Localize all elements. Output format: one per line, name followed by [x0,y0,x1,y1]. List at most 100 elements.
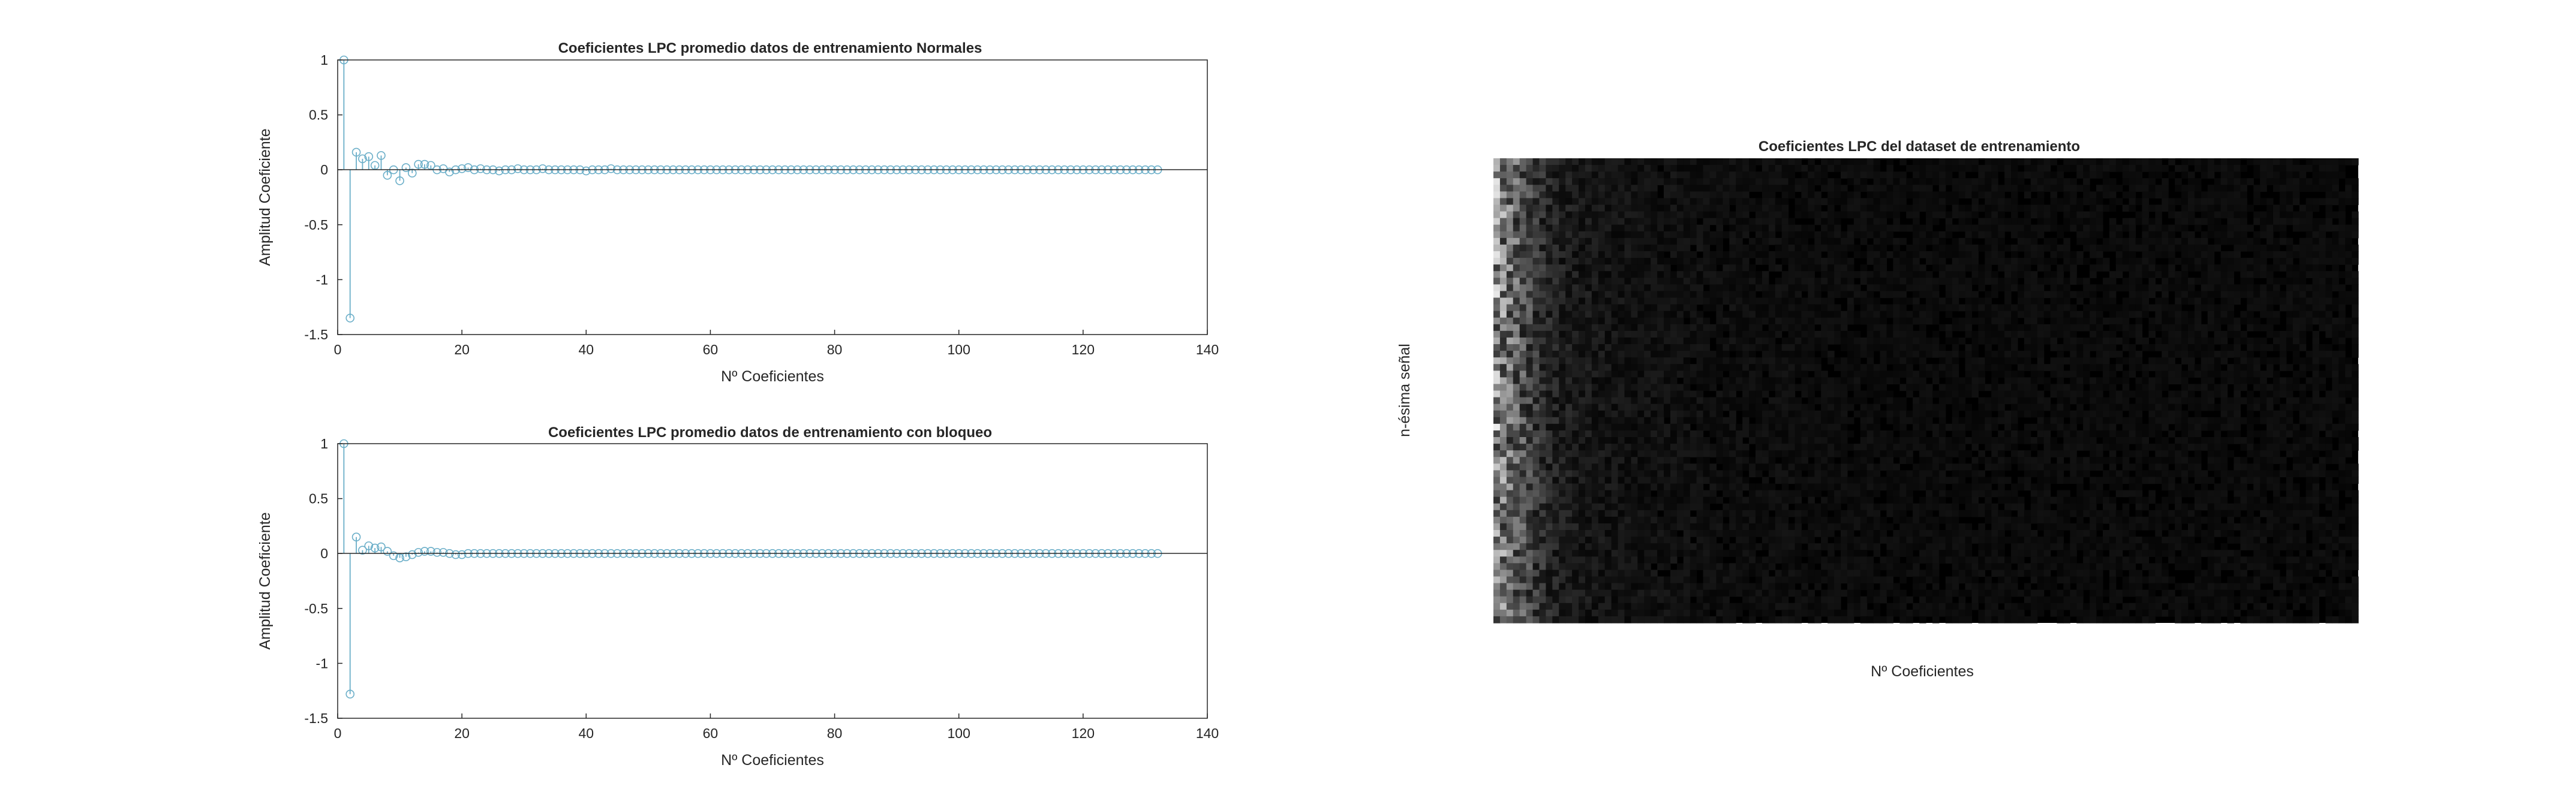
heatmap-cell [1591,244,1599,252]
heatmap-cell [2037,297,2045,305]
heatmap-cell [2240,264,2247,272]
heatmap-cell [1670,397,1678,405]
heatmap-cell [2253,258,2261,265]
heatmap-cell [1749,371,1756,378]
heatmap-cell [1775,178,1783,185]
heatmap-cell [2325,244,2332,252]
heatmap-cell [1938,211,1946,219]
stem-marker [389,551,398,561]
heatmap-cell [1749,403,1756,411]
heatmap-cell [1958,337,1966,345]
heatmap-cell [2319,377,2326,385]
heatmap-cell [2115,198,2123,206]
heatmap-cell [1624,291,1631,299]
heatmap-cell [1801,317,1808,325]
heatmap-cell [1532,218,1540,225]
heatmap-cell [1618,178,1625,185]
heatmap-cell [1703,258,1711,265]
heatmap-cell [2155,165,2162,172]
heatmap-cell [2057,244,2064,252]
heatmap-cell [2240,198,2247,206]
heatmap-cell [1559,371,1566,378]
heatmap-cell [1513,211,1520,219]
heatmap-cell [1579,403,1586,411]
heatmap-cell [1886,185,1893,192]
heatmap-cell [2155,204,2162,212]
heatmap-cell [1991,397,1998,405]
heatmap-cell [2076,171,2084,179]
heatmap-cell [1637,178,1645,185]
heatmap-cell [1893,403,1900,411]
heatmap-cell [1565,364,1573,371]
heatmap-cell [2247,244,2254,252]
heatmap-cell [1546,351,1553,358]
heatmap-cell [2292,291,2300,299]
heatmap-cell [1762,291,1769,299]
heatmap-cell [2090,291,2097,299]
stem-marker [358,546,367,555]
heatmap-cell [1998,324,2005,332]
heatmap-cell [1775,158,1783,165]
heatmap-cell [2253,244,2261,252]
heatmap-cell [1880,224,1887,232]
heatmap-cell [2325,304,2332,312]
heatmap-cells [1493,158,2359,624]
heatmap-cell [1926,237,1933,245]
heatmap-cell [2030,317,2038,325]
heatmap-cell [1506,244,1514,252]
heatmap-cell [1827,165,1835,172]
heatmap-cell [2115,364,2123,371]
heatmap-cell [2201,330,2208,338]
heatmap-cell [2017,297,2025,305]
heatmap-cell [1624,397,1631,405]
heatmap-cell [1676,211,1684,219]
heatmap-cell [1664,357,1671,365]
heatmap-cell [2338,204,2346,212]
heatmap-cell [1913,337,1920,345]
heatmap-cell [1690,185,1697,192]
heatmap-cell [2345,264,2352,272]
heatmap-cell [2194,344,2202,351]
heatmap-cell [2306,271,2313,278]
heatmap-cell [1664,278,1671,285]
heatmap-cell [1729,284,1736,292]
stem-marker [345,689,355,698]
heatmap-cell [1886,311,1893,318]
heatmap-cell [1801,278,1808,285]
heatmap-cell [2201,397,2208,405]
heatmap-cell [1565,337,1573,345]
heatmap-cell [2129,311,2136,318]
heatmap-cell [2162,377,2169,385]
heatmap-cell [2142,337,2150,345]
heatmap-cell [1985,317,1992,325]
heatmap-cell [1952,258,1959,265]
heatmap-cell [1657,258,1664,265]
heatmap-cell [1932,278,1940,285]
heatmap-cell [1552,304,1559,312]
heatmap-cell [1519,304,1527,312]
heatmap-cell [2234,251,2241,258]
heatmap-cell [2030,171,2038,179]
heatmap-cell [1866,284,1874,292]
heatmap-cell [1991,231,1998,239]
heatmap-cell [1519,403,1527,411]
heatmap-cell [1742,198,1750,206]
heatmap-cell [2273,344,2280,351]
heatmap-cell [2201,191,2208,199]
heatmap-cell [2030,251,2038,258]
heatmap-cell [1853,317,1861,325]
heatmap-cell [1723,291,1730,299]
heatmap-cell [2096,403,2103,411]
heatmap-cell [1690,371,1697,378]
heatmap-cell [1860,278,1868,285]
heatmap-cell [2162,344,2169,351]
heatmap-cell [1703,185,1711,192]
heatmap-cell [1709,330,1717,338]
heatmap-cell [1893,244,1900,252]
heatmap-cell [1749,304,1756,312]
heatmap-cell [1723,297,1730,305]
heatmap-cell [1762,278,1769,285]
heatmap-cell [1519,397,1527,405]
heatmap-cell [2312,278,2320,285]
heatmap-cell [1618,158,1625,165]
